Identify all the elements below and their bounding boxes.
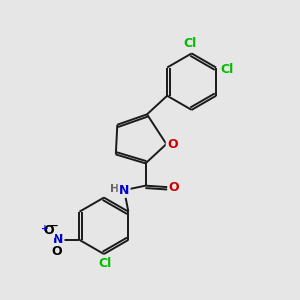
Text: H: H [110, 184, 119, 194]
Text: Cl: Cl [184, 38, 197, 50]
Text: Cl: Cl [99, 257, 112, 270]
Text: O: O [167, 138, 178, 151]
Text: −: − [50, 220, 58, 231]
Text: N: N [119, 184, 129, 196]
Text: O: O [51, 245, 62, 258]
Text: N: N [53, 233, 63, 246]
Text: O: O [43, 224, 54, 237]
Text: Cl: Cl [221, 62, 234, 76]
Text: O: O [169, 181, 179, 194]
Text: +: + [41, 224, 49, 232]
